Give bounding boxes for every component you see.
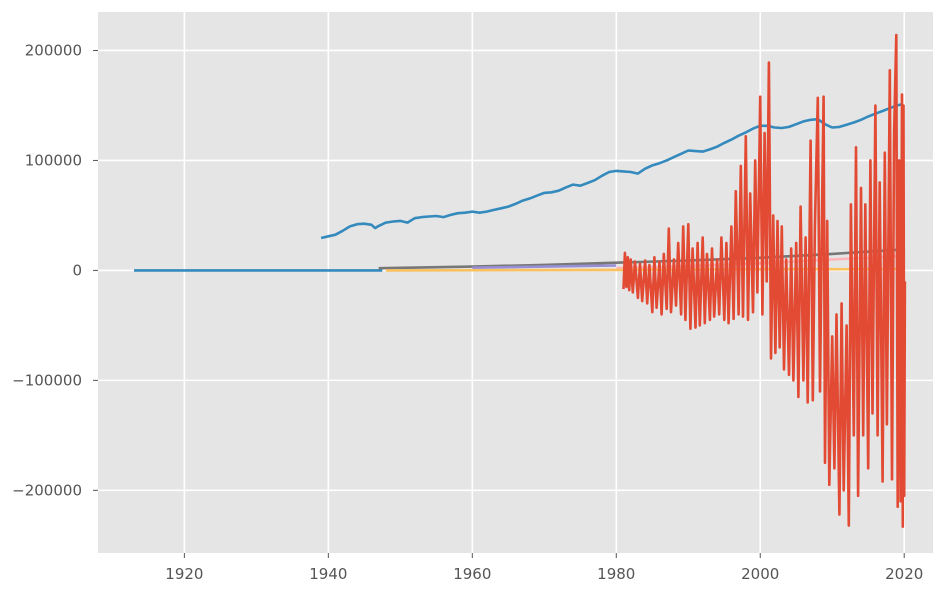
x-tick-label: 1940 — [309, 565, 347, 583]
y-axis-ticks: 200000 100000 0 −100000 −200000 — [12, 41, 98, 499]
x-tick-label: 1980 — [597, 565, 635, 583]
series-line-6 — [622, 33, 907, 528]
x-tick-label: 2020 — [885, 565, 923, 583]
series-line-1 — [320, 103, 902, 240]
y-tick-label: −200000 — [12, 481, 82, 499]
y-tick-label: −100000 — [12, 371, 82, 389]
x-axis-ticks: 1920 1940 1960 1980 2000 2020 — [165, 553, 923, 583]
series-layer — [134, 33, 907, 528]
y-tick-label: 200000 — [25, 41, 82, 59]
series-line-4 — [472, 264, 617, 269]
y-tick-label: 0 — [72, 261, 82, 279]
y-tick-label: 100000 — [25, 151, 82, 169]
x-tick-label: 1960 — [453, 565, 491, 583]
plot-background — [98, 12, 933, 553]
x-tick-label: 2000 — [741, 565, 779, 583]
x-tick-label: 1920 — [165, 565, 203, 583]
